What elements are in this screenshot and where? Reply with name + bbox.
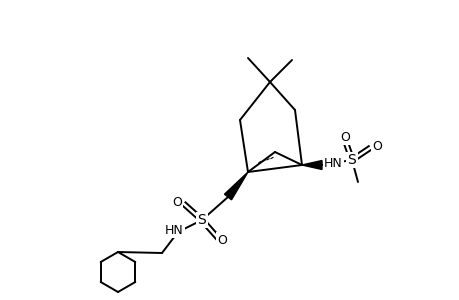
Text: O: O (217, 233, 226, 247)
Text: S: S (197, 213, 206, 227)
Polygon shape (302, 160, 321, 169)
Text: HN: HN (323, 157, 342, 169)
Text: O: O (339, 130, 349, 143)
Text: O: O (172, 196, 182, 209)
Text: S: S (347, 153, 356, 167)
Text: O: O (371, 140, 381, 152)
Polygon shape (224, 172, 247, 200)
Text: HN: HN (164, 224, 183, 236)
